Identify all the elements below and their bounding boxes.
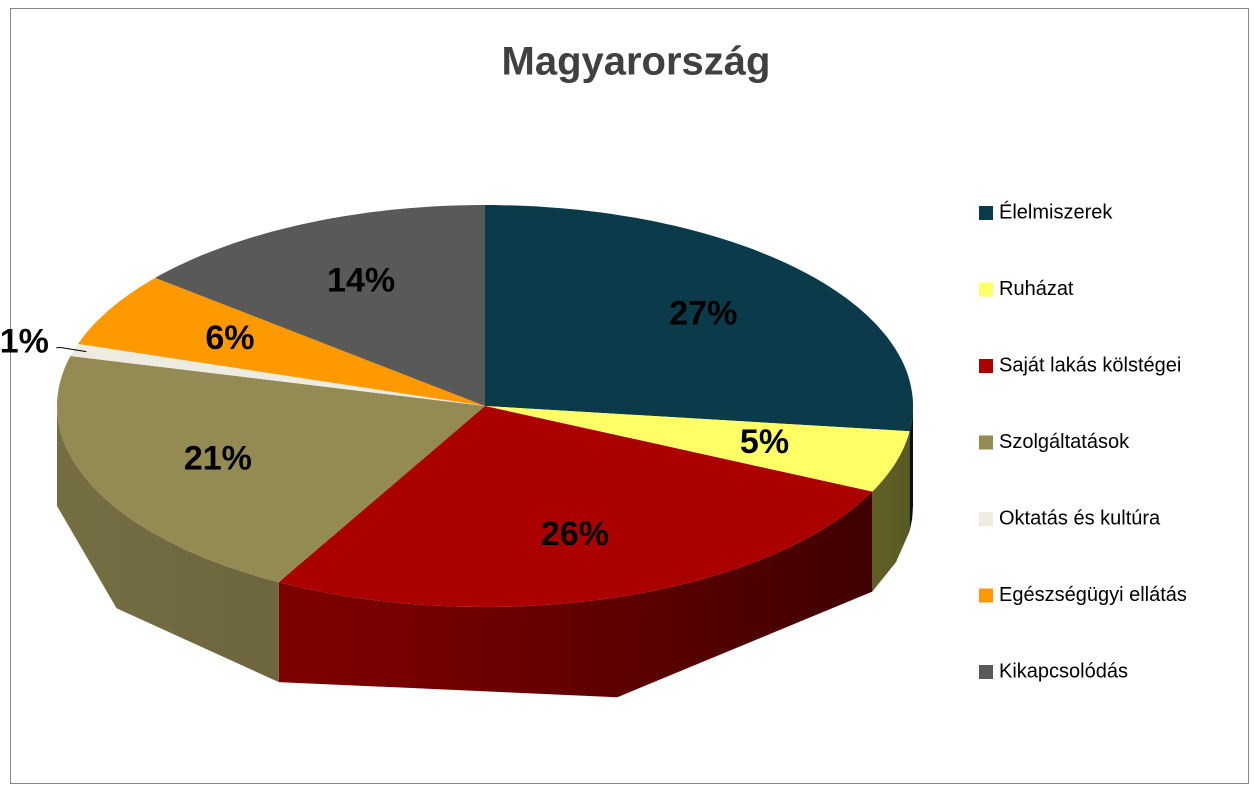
legend-swatch: [979, 588, 993, 603]
slice: [485, 205, 913, 432]
legend-label: Oktatás és kultúra: [999, 507, 1161, 529]
slice: [485, 406, 910, 492]
legend-label: Ruházat: [999, 278, 1074, 300]
data-label: 1%: [0, 323, 49, 361]
data-label: 27%: [669, 295, 737, 333]
chart-title: Magyarország: [502, 40, 771, 84]
slice-side: [872, 431, 910, 592]
slice-side: [909, 406, 913, 532]
legend-label: Saját lakás kölstégei: [999, 354, 1181, 376]
data-label: 5%: [740, 423, 789, 461]
legend-label: Egészségügyi ellátás: [999, 584, 1187, 606]
slice: [77, 277, 486, 406]
slice: [70, 343, 486, 406]
legend-swatch: [979, 206, 993, 220]
slice-side: [57, 406, 279, 683]
data-label: 26%: [541, 515, 609, 553]
legend-swatch: [979, 282, 993, 297]
data-label: 6%: [205, 319, 254, 357]
data-label: 21%: [184, 439, 252, 477]
legend-swatch: [979, 512, 993, 526]
leader-line: [56, 347, 87, 353]
legend-label: Szolgáltatások: [999, 431, 1130, 453]
legend-label: Élelmiszerek: [999, 200, 1113, 223]
slice-side: [278, 491, 873, 698]
legend-swatch: [979, 665, 993, 679]
slice: [278, 406, 873, 607]
slice: [155, 205, 485, 406]
legend-swatch: [979, 435, 993, 450]
legend-label: Kikapcsolódás: [999, 660, 1128, 682]
data-label: 14%: [327, 261, 395, 299]
legend-swatch: [979, 359, 993, 373]
slice: [57, 356, 485, 583]
